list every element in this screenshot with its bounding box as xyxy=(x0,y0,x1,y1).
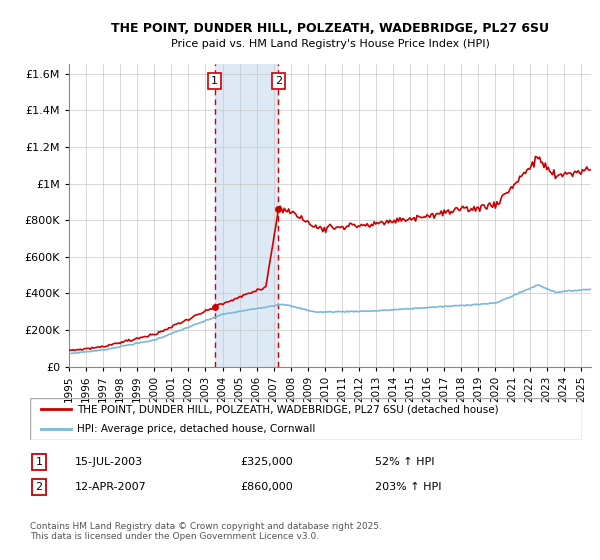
Text: 1: 1 xyxy=(211,76,218,86)
Text: THE POINT, DUNDER HILL, POLZEATH, WADEBRIDGE, PL27 6SU (detached house): THE POINT, DUNDER HILL, POLZEATH, WADEBR… xyxy=(77,404,499,414)
Text: Price paid vs. HM Land Registry's House Price Index (HPI): Price paid vs. HM Land Registry's House … xyxy=(170,39,490,49)
Text: 15-JUL-2003: 15-JUL-2003 xyxy=(75,457,143,467)
Text: 12-APR-2007: 12-APR-2007 xyxy=(75,482,147,492)
Text: £325,000: £325,000 xyxy=(240,457,293,467)
Text: Contains HM Land Registry data © Crown copyright and database right 2025.
This d: Contains HM Land Registry data © Crown c… xyxy=(30,522,382,542)
Text: 52% ↑ HPI: 52% ↑ HPI xyxy=(375,457,434,467)
Text: THE POINT, DUNDER HILL, POLZEATH, WADEBRIDGE, PL27 6SU: THE POINT, DUNDER HILL, POLZEATH, WADEBR… xyxy=(111,22,549,35)
Text: 203% ↑ HPI: 203% ↑ HPI xyxy=(375,482,442,492)
Text: 2: 2 xyxy=(35,482,43,492)
Text: 2: 2 xyxy=(275,76,282,86)
Bar xyxy=(215,64,278,367)
Text: 1: 1 xyxy=(35,457,43,467)
Text: HPI: Average price, detached house, Cornwall: HPI: Average price, detached house, Corn… xyxy=(77,424,315,434)
Text: £860,000: £860,000 xyxy=(240,482,293,492)
